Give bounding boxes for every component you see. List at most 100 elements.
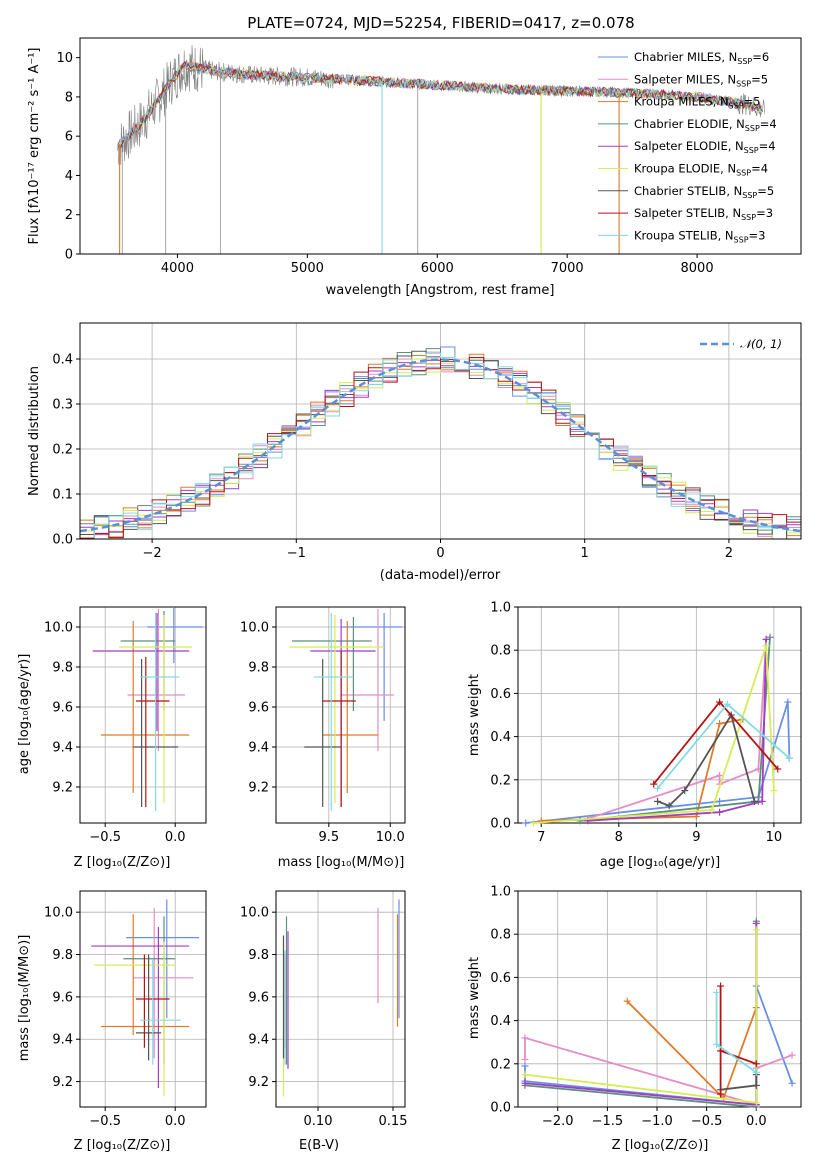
spectrum-legend: Chabrier MILES, NSSP=6 Salpeter MILES, NS…	[598, 50, 777, 244]
y-tick-label: 9.6	[248, 990, 269, 1005]
weight-line-5	[533, 645, 775, 824]
y-tick-label: 0.2	[490, 1057, 511, 1072]
y-tick-label: 9.4	[52, 1033, 73, 1048]
normal-reference-label: 𝒩(0, 1)	[740, 337, 782, 351]
x-tick-label: −1.0	[641, 1114, 673, 1129]
spectrum-axes-frame	[79, 37, 802, 255]
y-tick-label: 0.0	[490, 817, 511, 832]
weight-line-2	[626, 1000, 758, 1101]
y-tick-label: 10.0	[240, 621, 269, 636]
x-tick-label: 10	[766, 830, 783, 845]
x-tick-label: 0.0	[165, 830, 186, 845]
x-tick-label: −2	[143, 546, 162, 561]
y-tick-label: 0.4	[490, 1014, 511, 1029]
y-tick-label: 9.8	[248, 948, 269, 963]
ageZ-xlabel: Z [log₁₀(Z/Z⊙)]	[74, 855, 171, 870]
spectrum-xlabel: wavelength [Angstrom, rest frame]	[326, 283, 555, 298]
mass-vs-metallicity-panel: −0.5 0.0 9.2 9.4 9.6 9.8 10.0	[44, 890, 207, 1129]
x-tick-label: 0.15	[379, 1114, 408, 1129]
y-tick-label: 10.0	[44, 906, 73, 921]
x-tick-label: 0.0	[165, 1114, 186, 1129]
x-tick-label: 0.10	[304, 1114, 333, 1129]
y-tick-label: 9.4	[248, 1033, 269, 1048]
axes-frame	[275, 890, 406, 1108]
spectrum-plot-area: 4000 5000 6000 7000 8000 0 2 4 6 8 10	[56, 44, 765, 276]
x-tick-label: 10.0	[376, 830, 405, 845]
spectrum-panel: 4000 5000 6000 7000 8000 0 2 4 6 8 10 Chabrier MIL…	[27, 37, 802, 298]
mE-xlabel: E(B-V)	[299, 1138, 339, 1153]
weight-line-5	[524, 929, 758, 1104]
y-tick-label: 9.8	[248, 661, 269, 676]
y-tick-label: 0.2	[52, 443, 73, 458]
y-tick-label: 10	[56, 51, 73, 66]
residual-histogram-panel: −2 −1 0 1 2 0.0 0.1 0.2 0.3 0.4 𝒩(0, 1) (data-mod…	[27, 322, 802, 583]
y-tick-label: 8	[65, 90, 73, 105]
y-tick-label: 0.6	[490, 971, 511, 986]
y-tick-label: 4	[65, 169, 73, 184]
y-tick-label: 0.8	[490, 928, 511, 943]
x-tick-label: −0.5	[691, 1114, 723, 1129]
wAge-xlabel: age [log₁₀(age/yr)]	[600, 855, 721, 870]
normal-reference-curve	[80, 358, 801, 533]
x-tick-label: 0	[436, 546, 444, 561]
legend-label-8: Kroupa STELIB, NSSP=3	[634, 228, 765, 244]
residual-histogram-8	[80, 352, 801, 539]
y-tick-label: 9.2	[52, 781, 73, 796]
x-tick-label: 5000	[291, 261, 324, 276]
weight-vs-age-panel: 7 8 9 10 0.0 0.2 0.4 0.6 0.8 1.0	[490, 601, 802, 845]
weight-line-3	[579, 637, 771, 822]
figure-title: PLATE=0724, MJD=52254, FIBERID=0417, z=0…	[247, 14, 634, 32]
x-tick-label: 9.5	[318, 830, 339, 845]
y-tick-label: 9.8	[52, 948, 73, 963]
age-vs-mass-panel: 9.5 10.0 9.2 9.4 9.6 9.8 10.0	[240, 606, 406, 845]
y-tick-label: 0.0	[490, 1101, 511, 1116]
x-tick-label: 7	[537, 830, 545, 845]
x-tick-label: −2.0	[542, 1114, 574, 1129]
legend-label-1: Salpeter MILES, NSSP=5	[634, 72, 768, 88]
x-tick-label: 8	[615, 830, 623, 845]
residual-steps	[80, 346, 801, 539]
y-tick-label: 9.4	[248, 741, 269, 756]
axes-frame	[275, 606, 406, 824]
y-tick-label: 0.4	[490, 730, 511, 745]
y-tick-label: 9.8	[52, 661, 73, 676]
x-tick-label: −1	[287, 546, 306, 561]
y-tick-label: 0.2	[490, 773, 511, 788]
legend-label-0: Chabrier MILES, NSSP=6	[634, 50, 769, 66]
y-tick-label: 9.6	[52, 701, 73, 716]
mZ-ylabel: mass [log₁₀(M/M⊙)]	[17, 935, 32, 1062]
residual-ylabel: Normed distribution	[27, 366, 42, 496]
x-tick-label: 0.0	[746, 1114, 767, 1129]
y-tick-label: 0.8	[490, 644, 511, 659]
wZ-ylabel: mass weight	[467, 957, 482, 1039]
y-tick-label: 10.0	[44, 621, 73, 636]
y-tick-label: 0.1	[52, 488, 73, 503]
residual-plot-area: −2 −1 0 1 2 0.0 0.1 0.2 0.3 0.4	[52, 323, 801, 561]
y-tick-label: 9.2	[248, 1075, 269, 1090]
x-tick-label: 8000	[681, 261, 714, 276]
weight-line-7	[719, 986, 757, 1094]
ageM-xlabel: mass [log₁₀(M/M⊙)]	[278, 855, 405, 870]
y-tick-label: 9.2	[52, 1075, 73, 1090]
residual-axes-frame	[79, 322, 802, 540]
x-tick-label: 7000	[551, 261, 584, 276]
weight-line-4	[587, 639, 767, 822]
y-tick-label: 9.6	[52, 990, 73, 1005]
model-spectrum-8	[117, 61, 762, 149]
mZ-xlabel: Z [log₁₀(Z/Z⊙)]	[74, 1138, 171, 1153]
legend-label-7: Salpeter STELIB, NSSP=3	[634, 206, 773, 222]
axes-frame	[79, 890, 207, 1108]
y-tick-label: 10.0	[240, 906, 269, 921]
legend-label-5: Kroupa ELODIE, NSSP=4	[634, 162, 768, 178]
x-tick-label: 2	[725, 546, 733, 561]
y-tick-label: 0.6	[490, 687, 511, 702]
ageZ-ylabel: age [log₁₀(age/yr)]	[17, 654, 32, 775]
x-tick-label: 6000	[421, 261, 454, 276]
residual-histogram-7	[80, 357, 801, 539]
axes-frame	[517, 890, 802, 1108]
y-tick-label: 1.0	[490, 885, 511, 900]
x-tick-label: 9	[692, 830, 700, 845]
weight-vs-metallicity-panel: −2.0 −1.5 −1.0 −0.5 0.0 0.0 0.2 0.4 0.6 0.8 1.0	[490, 885, 802, 1129]
y-tick-label: 2	[65, 208, 73, 223]
